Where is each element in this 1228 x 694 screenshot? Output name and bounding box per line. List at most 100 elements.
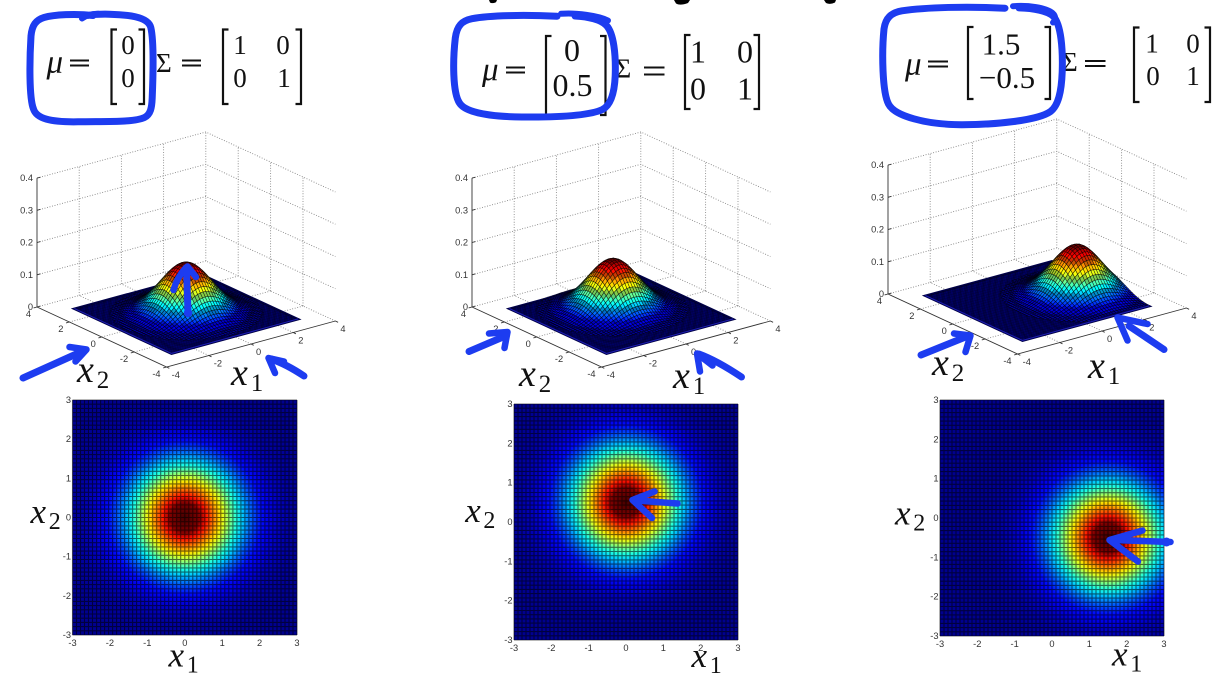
svg-text:0: 0 — [623, 643, 628, 653]
svg-text:x: x — [1087, 345, 1105, 387]
svg-text:-3: -3 — [936, 639, 944, 649]
svg-text:x: x — [691, 636, 708, 675]
svg-text:2: 2 — [483, 508, 495, 534]
svg-text:x: x — [672, 355, 690, 397]
svg-text:−0.5: −0.5 — [979, 60, 1035, 95]
svg-text:0.3: 0.3 — [871, 192, 884, 202]
svg-text:2: 2 — [952, 360, 965, 387]
svg-text:1: 1 — [233, 30, 247, 60]
svg-text:0: 0 — [1146, 61, 1160, 91]
svg-text:1: 1 — [66, 473, 71, 483]
svg-text:0: 0 — [91, 339, 96, 349]
svg-text:0: 0 — [66, 513, 71, 523]
svg-text:-2: -2 — [120, 354, 128, 364]
svg-text:3: 3 — [66, 395, 71, 405]
svg-text:μ: μ — [46, 45, 64, 81]
svg-text:0.1: 0.1 — [871, 257, 884, 267]
svg-text:2: 2 — [698, 643, 703, 653]
svg-text:0.2: 0.2 — [871, 225, 884, 235]
svg-text:Σ: Σ — [616, 54, 632, 84]
svg-text:1: 1 — [690, 34, 706, 70]
svg-text:0: 0 — [182, 638, 187, 648]
svg-text:4: 4 — [461, 309, 466, 319]
svg-text:1: 1 — [277, 63, 291, 93]
svg-text:-2: -2 — [106, 638, 114, 648]
svg-text:4: 4 — [1191, 311, 1196, 321]
svg-text:1: 1 — [737, 71, 753, 107]
svg-text:-1: -1 — [1011, 639, 1019, 649]
svg-text:0: 0 — [690, 71, 706, 107]
svg-text:0.3: 0.3 — [455, 205, 468, 215]
svg-text:0.2: 0.2 — [455, 238, 468, 248]
svg-text:0: 0 — [1107, 334, 1112, 344]
svg-text:0.4: 0.4 — [20, 173, 33, 183]
svg-text:0.4: 0.4 — [871, 160, 884, 170]
svg-text:2: 2 — [913, 511, 925, 537]
svg-text:3: 3 — [933, 395, 938, 405]
svg-text:x: x — [894, 494, 911, 533]
svg-text:0: 0 — [933, 513, 938, 523]
svg-text:4: 4 — [340, 324, 345, 334]
svg-text:1.5: 1.5 — [982, 27, 1021, 62]
svg-text:-1: -1 — [504, 556, 512, 566]
svg-text:0: 0 — [121, 30, 135, 60]
svg-text:2: 2 — [507, 438, 512, 448]
svg-text:2: 2 — [1149, 323, 1154, 333]
svg-text:x: x — [464, 491, 481, 530]
svg-text:0: 0 — [28, 302, 33, 312]
svg-text:-3: -3 — [930, 631, 938, 641]
svg-text:x: x — [30, 492, 47, 531]
svg-text:x: x — [518, 353, 536, 395]
svg-text:3: 3 — [1161, 639, 1166, 649]
svg-text:-1: -1 — [930, 552, 938, 562]
svg-text:3: 3 — [507, 399, 512, 409]
svg-text:0: 0 — [879, 289, 884, 299]
svg-text:2: 2 — [933, 434, 938, 444]
svg-text:2: 2 — [909, 311, 914, 321]
svg-text:Σ: Σ — [1062, 47, 1078, 77]
svg-text:4: 4 — [26, 309, 31, 319]
svg-text:2: 2 — [298, 336, 303, 346]
svg-text:-3: -3 — [510, 643, 518, 653]
svg-text:1: 1 — [187, 653, 199, 679]
svg-text:-2: -2 — [504, 596, 512, 606]
svg-text:1: 1 — [1186, 61, 1200, 91]
svg-text:2: 2 — [97, 367, 110, 394]
svg-text:2: 2 — [66, 434, 71, 444]
svg-text:-2: -2 — [649, 359, 657, 369]
svg-text:-4: -4 — [152, 369, 160, 379]
svg-text:x: x — [1111, 635, 1128, 674]
svg-text:Σ: Σ — [156, 48, 172, 78]
svg-text:1: 1 — [710, 653, 722, 679]
svg-text:2: 2 — [1124, 639, 1129, 649]
svg-text:2: 2 — [493, 324, 498, 334]
svg-text:1: 1 — [220, 638, 225, 648]
svg-text:-3: -3 — [63, 630, 71, 640]
svg-text:0: 0 — [691, 347, 696, 357]
svg-text:-2: -2 — [555, 354, 563, 364]
svg-text:μ: μ — [904, 47, 922, 83]
svg-text:0.4: 0.4 — [455, 173, 468, 183]
svg-text:1: 1 — [507, 478, 512, 488]
svg-text:1: 1 — [1108, 363, 1121, 390]
svg-text:0: 0 — [233, 63, 247, 93]
svg-text:1: 1 — [1145, 29, 1159, 59]
svg-text:0.3: 0.3 — [20, 205, 33, 215]
svg-text:4: 4 — [775, 324, 780, 334]
svg-text:0: 0 — [737, 34, 753, 70]
svg-text:0: 0 — [1049, 639, 1054, 649]
svg-text:-4: -4 — [607, 370, 615, 380]
svg-text:3: 3 — [735, 643, 740, 653]
svg-text:x: x — [168, 636, 185, 675]
svg-text:0.1: 0.1 — [455, 270, 468, 280]
svg-text:-4: -4 — [1023, 357, 1031, 367]
svg-text:2: 2 — [49, 509, 61, 535]
svg-text:-1: -1 — [63, 552, 71, 562]
svg-text:-2: -2 — [930, 592, 938, 602]
svg-text:μ: μ — [481, 52, 499, 88]
svg-text:-2: -2 — [1065, 346, 1073, 356]
svg-text:1: 1 — [251, 370, 263, 397]
svg-text:0: 0 — [526, 339, 531, 349]
svg-text:-4: -4 — [587, 369, 595, 379]
svg-text:-2: -2 — [973, 639, 981, 649]
